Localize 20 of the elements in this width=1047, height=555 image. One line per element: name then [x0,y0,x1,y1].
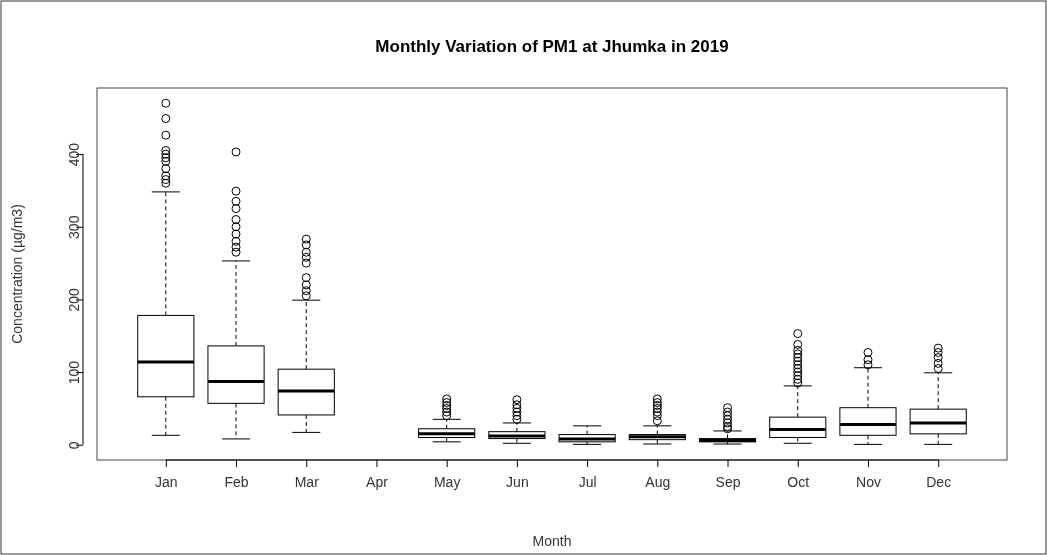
x-tick-label: Feb [224,473,249,490]
x-tick-label: Sep [715,473,741,490]
y-axis-title: Concentration (µg/m3) [9,204,25,344]
y-tick-label: 100 [66,360,83,385]
y-tick-label: 400 [66,142,83,167]
x-tick-label: Dec [926,473,952,490]
x-tick-label: Jan [155,473,178,490]
x-axis-title: Month [532,533,572,549]
x-tick-label: Jul [578,473,597,490]
chart-title: Monthly Variation of PM1 at Jhumka in 2019 [375,37,729,56]
x-tick-label: Mar [294,473,320,490]
y-tick-label: 300 [66,215,83,239]
x-tick-label: Apr [366,473,389,490]
y-tick-label: 200 [66,288,83,312]
x-tick-label: Nov [856,473,881,490]
x-tick-label: May [433,473,461,490]
y-tick-label: 0 [66,441,83,450]
x-tick-label: Aug [645,473,671,490]
x-tick-label: Jun [506,473,529,490]
x-tick-label: Oct [787,473,810,490]
